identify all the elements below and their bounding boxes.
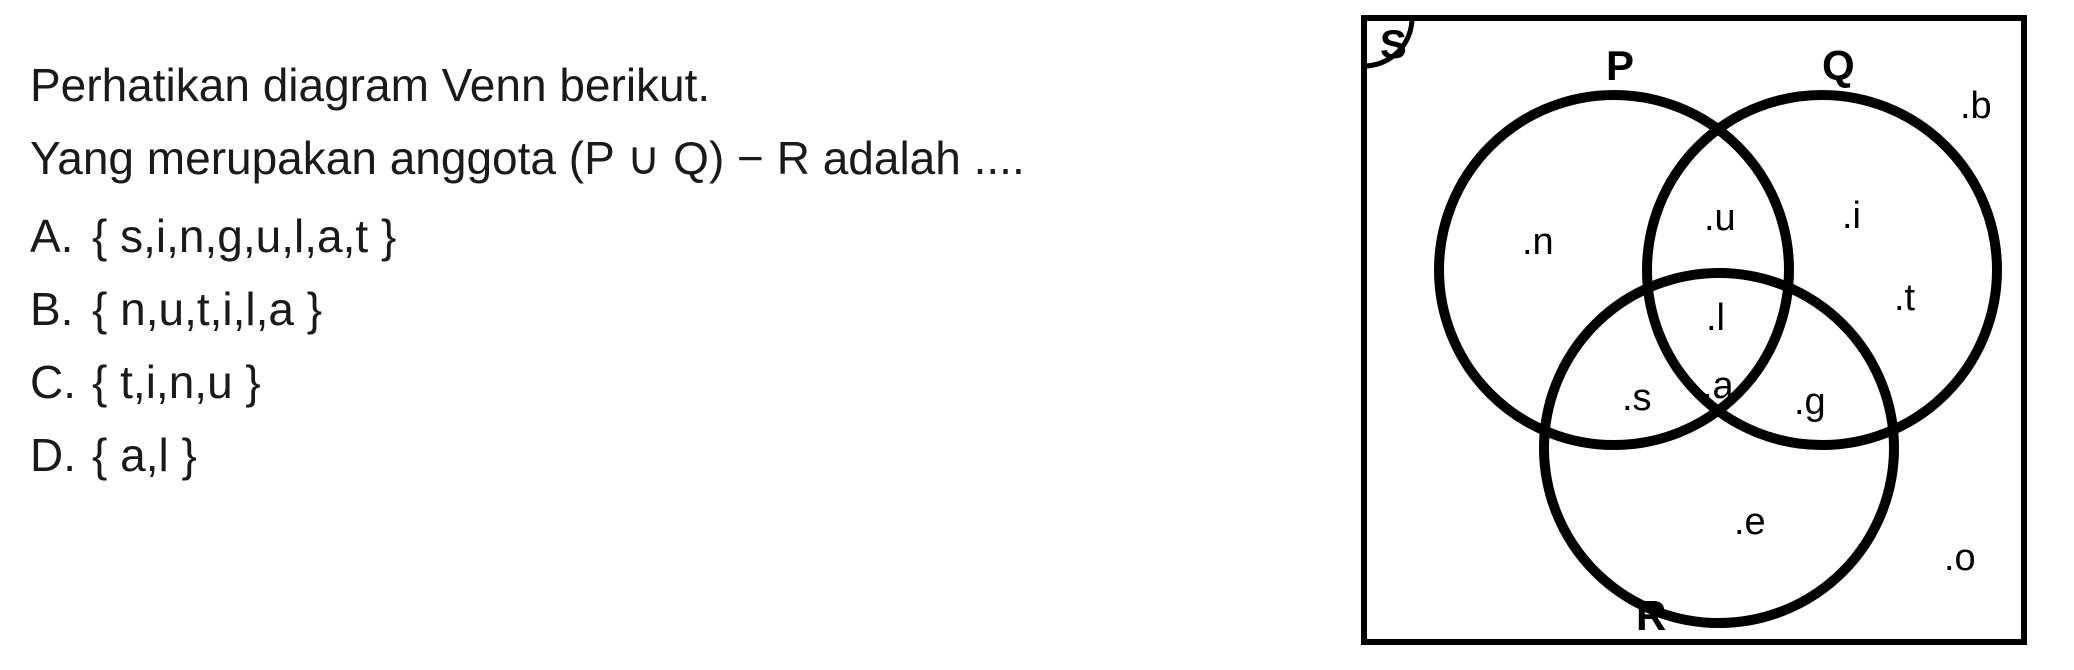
venn-set-label-q: Q: [1822, 42, 1855, 89]
venn-el-i: .i: [1842, 195, 1861, 237]
venn-el-g: .g: [1794, 381, 1826, 423]
venn-el-u: .u: [1704, 197, 1736, 239]
option-c[interactable]: C. { t,i,n,u }: [30, 347, 1334, 418]
venn-el-b: .b: [1960, 85, 1992, 127]
option-text: { t,i,n,u }: [92, 347, 261, 418]
option-letter: A.: [30, 201, 92, 272]
venn-el-a: .a: [1702, 365, 1735, 407]
venn-wrap: S P Q R .n .u .i .t .l .a .s .g .e .b .o: [1354, 10, 2034, 650]
option-text: { n,u,t,i,l,a }: [92, 274, 322, 345]
venn-el-n: .n: [1522, 221, 1554, 263]
option-letter: C.: [30, 347, 92, 418]
question-line-2: Yang merupakan anggota (P ∪ Q) − R adala…: [30, 123, 1334, 194]
question-block: Perhatikan diagram Venn berikut. Yang me…: [0, 0, 1354, 670]
venn-el-l: .l: [1706, 297, 1725, 339]
venn-el-e: .e: [1734, 501, 1766, 543]
venn-el-s: .s: [1622, 377, 1652, 419]
venn-set-label-s: S: [1380, 23, 1407, 67]
venn-svg: S P Q R .n .u .i .t .l .a .s .g .e .b .o: [1354, 10, 2034, 650]
question-line-1: Perhatikan diagram Venn berikut.: [30, 50, 1334, 121]
venn-set-label-r: R: [1636, 592, 1666, 639]
venn-diagram-area: S P Q R .n .u .i .t .l .a .s .g .e .b .o: [1354, 0, 2074, 670]
venn-el-t: .t: [1894, 277, 1916, 319]
venn-el-o: .o: [1944, 537, 1976, 579]
option-b[interactable]: B. { n,u,t,i,l,a }: [30, 274, 1334, 345]
option-a[interactable]: A. { s,i,n,g,u,l,a,t }: [30, 201, 1334, 272]
option-letter: D.: [30, 420, 92, 491]
option-text: { s,i,n,g,u,l,a,t }: [92, 201, 396, 272]
option-letter: B.: [30, 274, 92, 345]
page-container: Perhatikan diagram Venn berikut. Yang me…: [0, 0, 2074, 670]
venn-set-label-p: P: [1606, 42, 1634, 89]
option-text: { a,l }: [92, 420, 197, 491]
option-d[interactable]: D. { a,l }: [30, 420, 1334, 491]
